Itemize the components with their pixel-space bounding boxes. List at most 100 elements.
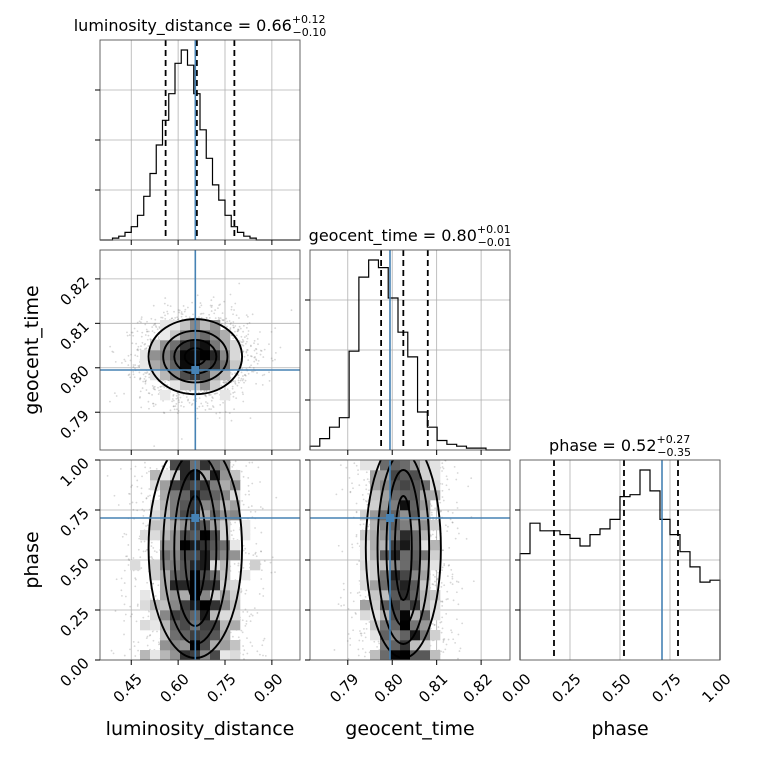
sample-point — [139, 556, 142, 559]
sample-point — [234, 330, 236, 333]
density — [87, 282, 293, 448]
sample-point — [240, 371, 243, 374]
sample-point — [141, 341, 144, 344]
sample-point — [246, 315, 249, 318]
sample-point — [244, 374, 247, 377]
sample-point — [140, 335, 143, 338]
sample-point — [130, 331, 133, 334]
sample-point — [140, 316, 143, 319]
sample-point — [247, 359, 250, 362]
sample-point — [124, 360, 127, 363]
sample-point — [231, 534, 233, 536]
sample-point — [172, 394, 175, 397]
sample-point — [124, 613, 127, 616]
sample-point — [247, 330, 250, 332]
sample-point — [260, 550, 263, 553]
sample-point — [232, 324, 235, 327]
sample-point — [240, 341, 243, 343]
sample-point — [234, 380, 237, 383]
sample-point — [219, 404, 222, 406]
sample-point — [201, 405, 204, 408]
sample-point — [177, 399, 180, 402]
sample-point — [253, 349, 256, 352]
sample-point — [218, 318, 221, 321]
sample-point — [251, 370, 253, 373]
sample-point — [214, 317, 217, 320]
sample-point — [147, 400, 150, 403]
sample-point — [251, 313, 254, 316]
sample-point — [114, 610, 117, 612]
sample-point — [177, 318, 180, 320]
sample-point — [262, 595, 265, 597]
sample-point — [215, 412, 218, 415]
sample-point — [188, 316, 191, 319]
sample-point — [87, 346, 89, 348]
sample-point — [111, 350, 114, 353]
sample-point — [234, 302, 237, 305]
sample-point — [140, 345, 142, 348]
sample-point — [250, 613, 253, 616]
sample-point — [232, 464, 235, 466]
sample-point — [145, 497, 148, 499]
sample-point — [133, 376, 136, 379]
sample-point — [257, 343, 259, 346]
sample-point — [199, 313, 202, 315]
sample-point — [268, 371, 270, 374]
sample-point — [136, 355, 139, 358]
sample-point — [242, 330, 245, 333]
sample-point — [134, 465, 137, 468]
sample-point — [129, 376, 132, 379]
sample-point — [141, 331, 144, 334]
sample-point — [243, 336, 246, 339]
sample-point — [144, 372, 147, 374]
sample-point — [136, 349, 139, 351]
sample-point — [110, 649, 113, 652]
sample-point — [170, 317, 173, 320]
sample-point — [192, 399, 195, 402]
sample-point — [155, 551, 158, 554]
density-cell — [220, 370, 231, 381]
sample-point — [175, 397, 178, 400]
sample-point — [169, 305, 172, 308]
sample-point — [257, 359, 260, 362]
sample-point — [151, 393, 153, 396]
sample-point — [248, 615, 251, 618]
sample-point — [200, 402, 203, 405]
sample-point — [133, 475, 136, 478]
sample-point — [250, 355, 253, 358]
sample-point — [139, 377, 142, 380]
sample-point — [137, 641, 140, 644]
sample-point — [147, 330, 150, 333]
sample-point — [152, 547, 155, 549]
sample-point — [136, 348, 139, 350]
sample-point — [237, 562, 240, 565]
sample-point — [182, 393, 185, 396]
sample-point — [129, 493, 131, 495]
sample-point — [147, 615, 150, 618]
sample-point — [183, 310, 186, 313]
sample-point — [248, 366, 251, 369]
sample-point — [274, 358, 276, 361]
sample-point — [146, 338, 149, 341]
sample-point — [152, 582, 154, 585]
sample-point — [140, 540, 143, 543]
sample-point — [230, 306, 233, 308]
sample-point — [235, 334, 238, 337]
sample-point — [142, 515, 145, 517]
sample-point — [208, 313, 211, 316]
sample-point — [229, 523, 232, 526]
sample-point — [252, 366, 255, 369]
sample-point — [251, 482, 254, 485]
sample-point — [191, 301, 194, 304]
sample-point — [134, 364, 137, 366]
sample-point — [235, 397, 238, 400]
sample-point — [230, 322, 232, 324]
sample-point — [247, 372, 250, 375]
sample-point — [156, 328, 159, 331]
sample-point — [290, 309, 293, 312]
sample-point — [198, 316, 200, 319]
sample-point — [204, 409, 207, 411]
histogram-phase — [519, 469, 721, 660]
density-cell — [160, 340, 171, 351]
sample-point — [216, 392, 219, 395]
